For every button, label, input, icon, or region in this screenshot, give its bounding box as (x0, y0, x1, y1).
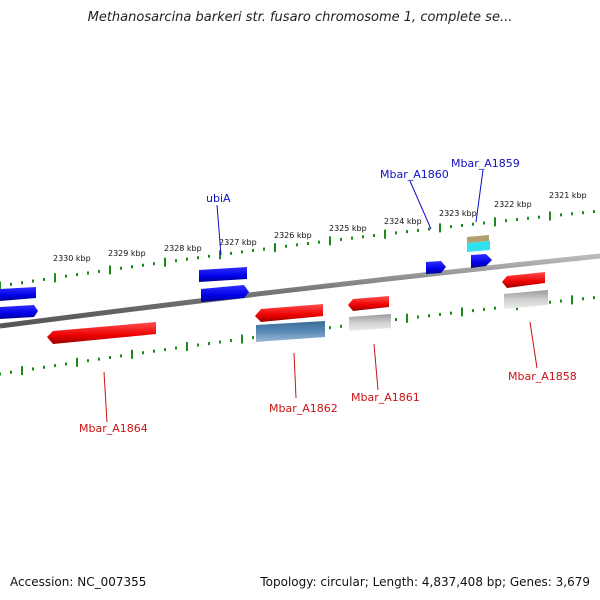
leader-Mbar_A1860 (409, 180, 432, 230)
gene-Mbar_A1859-cyan (467, 241, 490, 252)
reverse-genes (47, 272, 548, 344)
leader-Mbar_A1864 (103, 371, 108, 423)
gene-Mbar_A1858-gray (504, 290, 548, 309)
gene-Mbar_A1858 (502, 272, 545, 288)
map-title: Methanosarcina barkeri str. fusaro chrom… (87, 10, 513, 25)
tick-label: 2326 kbp (274, 231, 312, 240)
leader-Mbar_A1861 (373, 343, 379, 391)
tick-label: 2321 kbp (549, 191, 587, 200)
gene-Mbar_A1862-steel (256, 321, 325, 342)
label-Mbar_A1860: Mbar_A1860 (380, 168, 449, 181)
gene-forward (0, 287, 36, 301)
leader-Mbar_A1858 (529, 321, 538, 369)
label-ubiA: ubiA (206, 192, 231, 205)
label-Mbar_A1859: Mbar_A1859 (451, 157, 520, 170)
gene-forward (201, 285, 249, 302)
chromosome-backbone (0, 253, 600, 329)
label-Mbar_A1858: Mbar_A1858 (508, 370, 577, 383)
gene-Mbar_A1861 (348, 296, 389, 311)
gene-ubiA (199, 267, 247, 282)
gene-Mbar_A1859 (471, 254, 492, 268)
tick-label: 2325 kbp (329, 224, 367, 233)
tick-label: 2327 kbp (219, 238, 257, 247)
gene-Mbar_A1864 (47, 322, 156, 344)
leader-Mbar_A1862 (293, 352, 297, 399)
forward-genes (0, 235, 492, 319)
tick-label: 2323 kbp (439, 209, 477, 218)
ruler-top (0, 210, 595, 291)
tick-label: 2330 kbp (53, 254, 91, 263)
tick-label: 2328 kbp (164, 244, 202, 253)
gene-Mbar_A1862 (255, 304, 323, 322)
gene-Mbar_A1860 (426, 261, 446, 274)
gene-Mbar_A1861-gray (349, 314, 391, 331)
gene-Mbar_A1859-upper (467, 235, 489, 243)
tick-label: 2329 kbp (108, 249, 146, 258)
tick-labels: 2330 kbp 2329 kbp 2328 kbp 2327 kbp 2326… (53, 191, 587, 263)
gene-labels: ubiA Mbar_A1860 Mbar_A1859 Mbar_A1864 Mb… (79, 157, 577, 435)
label-Mbar_A1862: Mbar_A1862 (269, 402, 338, 415)
tick-label: 2322 kbp (494, 200, 532, 209)
leader-ubiA (216, 204, 222, 256)
leader-lines (103, 169, 538, 423)
summary-text: Topology: circular; Length: 4,837,408 bp… (260, 575, 590, 589)
label-Mbar_A1864: Mbar_A1864 (79, 422, 148, 435)
gene-forward (0, 305, 38, 319)
accession-text: Accession: NC_007355 (10, 575, 147, 589)
tick-label: 2324 kbp (384, 217, 422, 226)
label-Mbar_A1861: Mbar_A1861 (351, 391, 420, 404)
leader-Mbar_A1859 (475, 169, 484, 223)
